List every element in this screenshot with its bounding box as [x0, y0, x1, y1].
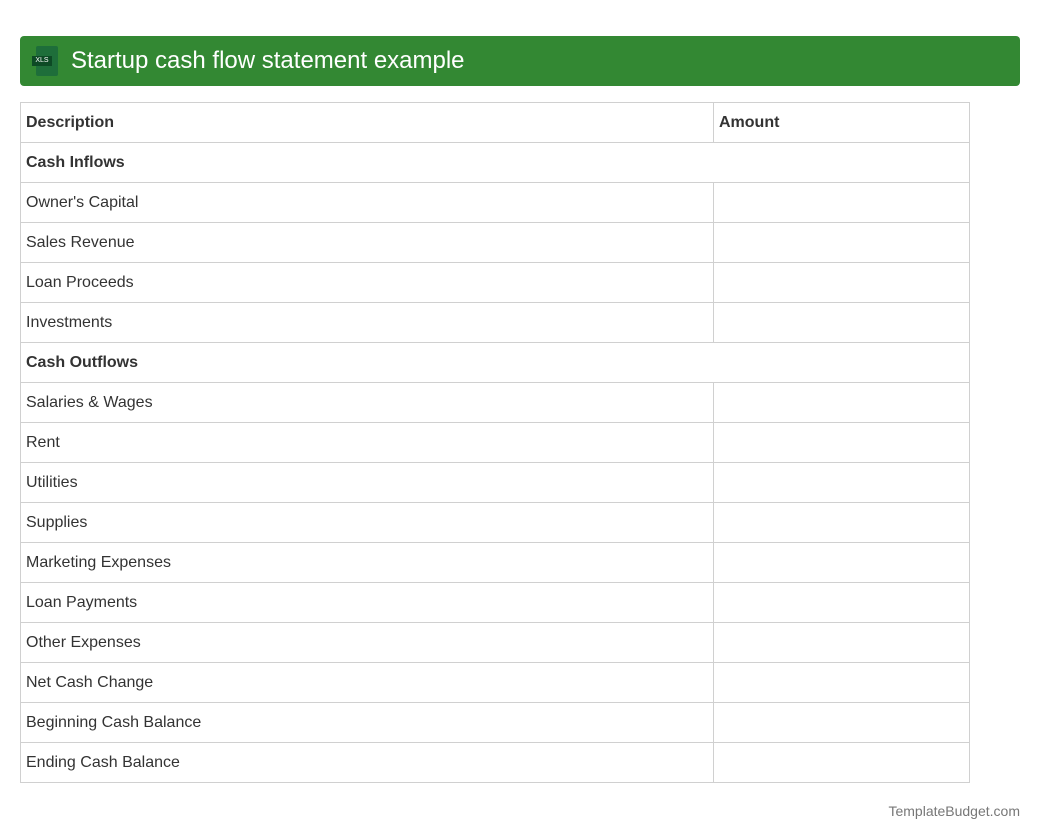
row-amount[interactable] — [713, 742, 970, 783]
table-row: Loan Payments — [20, 582, 970, 623]
row-description: Marketing Expenses — [20, 542, 714, 583]
table-row: Ending Cash Balance — [20, 742, 970, 783]
section-row: Cash Outflows — [20, 342, 970, 383]
table-row: Owner's Capital — [20, 182, 970, 223]
row-amount[interactable] — [713, 582, 970, 623]
table-row: Net Cash Change — [20, 662, 970, 703]
row-description: Salaries & Wages — [20, 382, 714, 423]
header-description: Description — [20, 102, 714, 143]
footer-brand: TemplateBudget.com — [888, 803, 1020, 819]
table-header-row: Description Amount — [20, 102, 970, 143]
row-description: Loan Payments — [20, 582, 714, 623]
row-description: Other Expenses — [20, 622, 714, 663]
row-amount[interactable] — [713, 262, 970, 303]
table-row: Supplies — [20, 502, 970, 543]
row-description: Utilities — [20, 462, 714, 503]
section-row: Cash Inflows — [20, 142, 970, 183]
row-amount[interactable] — [713, 182, 970, 223]
row-amount[interactable] — [713, 302, 970, 343]
xls-file-icon: XLS — [32, 46, 60, 76]
row-amount[interactable] — [713, 462, 970, 503]
table-row: Salaries & Wages — [20, 382, 970, 423]
row-amount[interactable] — [713, 422, 970, 463]
table-row: Sales Revenue — [20, 222, 970, 263]
table-row: Other Expenses — [20, 622, 970, 663]
page-title: Startup cash flow statement example — [71, 47, 465, 74]
row-description: Investments — [20, 302, 714, 343]
table-row: Loan Proceeds — [20, 262, 970, 303]
row-description: Owner's Capital — [20, 182, 714, 223]
row-description: Supplies — [20, 502, 714, 543]
table-row: Rent — [20, 422, 970, 463]
section-label: Cash Inflows — [20, 142, 970, 183]
row-amount[interactable] — [713, 382, 970, 423]
row-amount[interactable] — [713, 662, 970, 703]
row-description: Rent — [20, 422, 714, 463]
table-row: Investments — [20, 302, 970, 343]
row-description: Beginning Cash Balance — [20, 702, 714, 743]
table-row: Marketing Expenses — [20, 542, 970, 583]
row-amount[interactable] — [713, 222, 970, 263]
table-row: Beginning Cash Balance — [20, 702, 970, 743]
header-amount: Amount — [713, 102, 970, 143]
row-description: Loan Proceeds — [20, 262, 714, 303]
row-description: Net Cash Change — [20, 662, 714, 703]
row-amount[interactable] — [713, 702, 970, 743]
page-header: XLS Startup cash flow statement example — [20, 36, 1020, 86]
row-description: Ending Cash Balance — [20, 742, 714, 783]
row-amount[interactable] — [713, 542, 970, 583]
table-row: Utilities — [20, 462, 970, 503]
cash-flow-table: Description Amount Cash Inflows Owner's Ca… — [20, 102, 970, 783]
row-amount[interactable] — [713, 502, 970, 543]
row-description: Sales Revenue — [20, 222, 714, 263]
row-amount[interactable] — [713, 622, 970, 663]
section-label: Cash Outflows — [20, 342, 970, 383]
